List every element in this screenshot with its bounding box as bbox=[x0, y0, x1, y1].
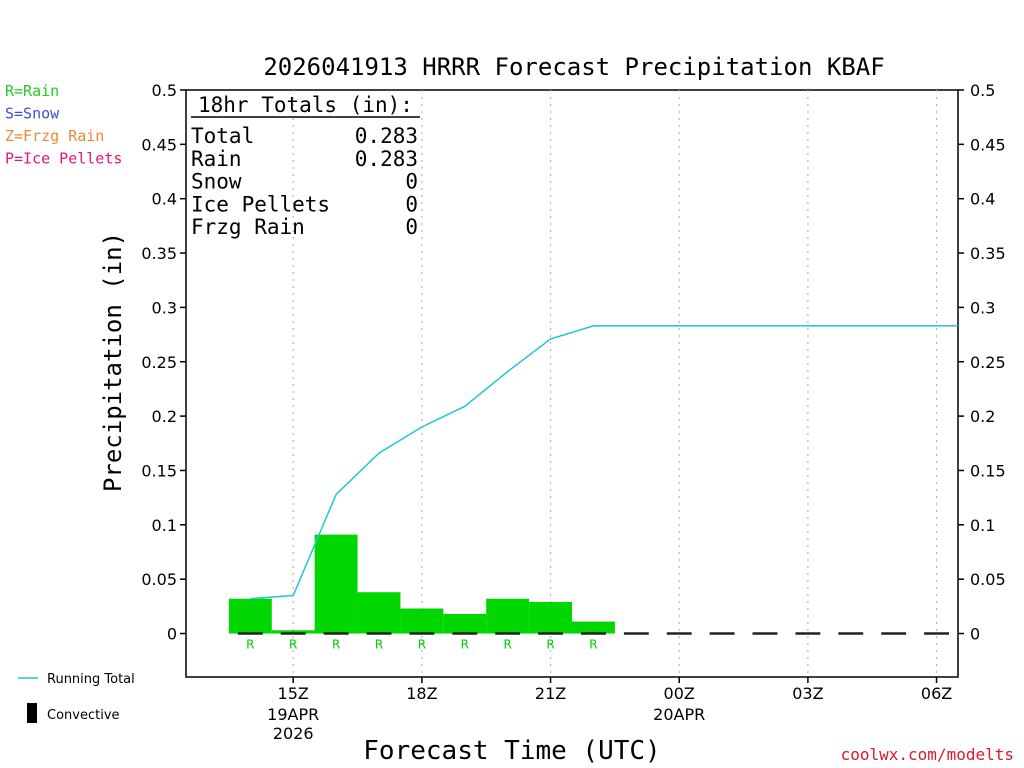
bars bbox=[228, 534, 615, 634]
rain-bar-5 bbox=[443, 613, 487, 634]
rain-bar-8 bbox=[572, 621, 615, 634]
ptype-label-3: R bbox=[375, 638, 383, 652]
totals-row-label-0: Total bbox=[191, 124, 254, 148]
totals-row-label-4: Frzg Rain bbox=[191, 215, 305, 239]
ptype-label-7: R bbox=[546, 638, 554, 652]
x-tick-date-3: 20APR bbox=[653, 705, 705, 724]
y-tick-label-right-10: 0 bbox=[970, 625, 980, 644]
totals-box: 18hr Totals (in): Total 0.283 Rain 0.283 Sno… bbox=[191, 93, 420, 239]
rain-bar-1 bbox=[271, 630, 315, 634]
y-tick-label-left-10: 0 bbox=[167, 625, 177, 644]
ptype-label-1: R bbox=[289, 638, 297, 652]
precip-type-legend-2: Z=Frzg Rain bbox=[5, 127, 104, 145]
rain-bar-0 bbox=[228, 598, 272, 634]
x-tick-label-0: 15Z bbox=[278, 684, 309, 703]
y-tick-label-left-6: 0.2 bbox=[152, 407, 177, 426]
x-axis-title: Forecast Time (UTC) bbox=[363, 736, 660, 766]
chart-title: 2026041913 HRRR Forecast Precipitation K… bbox=[263, 53, 884, 81]
ptype-label-2: R bbox=[332, 638, 340, 652]
totals-header: 18hr Totals (in): bbox=[198, 93, 413, 117]
y-tick-label-left-5: 0.25 bbox=[141, 353, 177, 372]
precip-type-legend: R=Rain S=Snow Z=Frzg Rain P=Ice Pellets bbox=[5, 82, 122, 168]
rain-bar-2 bbox=[314, 534, 358, 634]
y-tick-label-right-4: 0.3 bbox=[970, 298, 995, 317]
y-tick-label-right-5: 0.25 bbox=[970, 353, 1006, 372]
rain-bar-4 bbox=[400, 608, 444, 634]
totals-rows: Total 0.283 Rain 0.283 Snow 0 Ice Pellets 0 Frzg… bbox=[191, 124, 418, 239]
y-tick-label-right-9: 0.05 bbox=[970, 570, 1006, 589]
y-tick-label-left-2: 0.4 bbox=[152, 190, 177, 209]
totals-row-value-3: 0 bbox=[405, 192, 418, 216]
y-tick-label-left-1: 0.45 bbox=[141, 135, 177, 154]
y-tick-label-right-7: 0.15 bbox=[970, 461, 1006, 480]
convective-legend-swatch bbox=[27, 703, 37, 723]
precip-type-legend-1: S=Snow bbox=[5, 105, 60, 123]
y-tick-label-right-0: 0.5 bbox=[970, 81, 995, 100]
ptype-label-4: R bbox=[418, 638, 426, 652]
totals-row-value-0: 0.283 bbox=[355, 124, 418, 148]
x-tick-label-4: 03Z bbox=[792, 684, 823, 703]
y-tick-label-right-6: 0.2 bbox=[970, 407, 995, 426]
y-tick-label-left-0: 0.5 bbox=[152, 81, 177, 100]
y-tick-label-left-4: 0.3 bbox=[152, 298, 177, 317]
y-tick-label-right-3: 0.35 bbox=[970, 244, 1006, 263]
y-axis-right: 0.5 0.45 0.4 0.35 0.3 0.25 0.2 0.15 0.1 0.05 0 bbox=[958, 81, 1006, 644]
y-tick-label-left-3: 0.35 bbox=[141, 244, 177, 263]
y-tick-label-right-8: 0.1 bbox=[970, 516, 995, 535]
ptype-label-6: R bbox=[503, 638, 511, 652]
totals-row-value-1: 0.283 bbox=[355, 147, 418, 171]
x-tick-date-0: 19APR bbox=[267, 705, 319, 724]
totals-row-label-1: Rain bbox=[191, 147, 242, 171]
totals-row-value-2: 0 bbox=[405, 170, 418, 194]
x-tick-label-1: 18Z bbox=[406, 684, 437, 703]
running-total-legend-label: Running Total bbox=[47, 672, 135, 687]
y-axis-title: Precipitation (in) bbox=[99, 232, 127, 492]
y-axis-left: 0.5 0.45 0.4 0.35 0.3 0.25 0.2 0.15 0.1 0.05 0 bbox=[141, 81, 186, 644]
precip-type-legend-3: P=Ice Pellets bbox=[5, 150, 122, 168]
y-tick-label-left-8: 0.1 bbox=[152, 516, 177, 535]
ptype-label-0: R bbox=[246, 638, 254, 652]
running-total-line bbox=[250, 325, 958, 600]
y-tick-label-right-2: 0.4 bbox=[970, 190, 995, 209]
ptype-label-8: R bbox=[589, 638, 597, 652]
rain-bar-3 bbox=[357, 592, 401, 634]
convective-legend-label: Convective bbox=[47, 708, 120, 723]
credit-link[interactable]: coolwx.com/modelts bbox=[841, 745, 1014, 764]
x-tick-label-5: 06Z bbox=[921, 684, 952, 703]
rain-bar-6 bbox=[486, 598, 530, 634]
precip-type-legend-0: R=Rain bbox=[5, 82, 59, 100]
x-tick-label-3: 00Z bbox=[664, 684, 695, 703]
y-tick-label-right-1: 0.45 bbox=[970, 135, 1006, 154]
rain-bar-7 bbox=[529, 601, 572, 634]
gridlines bbox=[292, 90, 938, 677]
totals-row-label-2: Snow bbox=[191, 170, 242, 194]
y-tick-label-left-9: 0.05 bbox=[141, 570, 177, 589]
ptype-label-5: R bbox=[461, 638, 469, 652]
x-tick-label-2: 21Z bbox=[535, 684, 566, 703]
x-tick-year-0: 2026 bbox=[273, 724, 314, 743]
line-legend: Running Total Convective bbox=[18, 672, 135, 723]
totals-row-label-3: Ice Pellets bbox=[191, 192, 330, 216]
totals-row-value-4: 0 bbox=[405, 215, 418, 239]
plot-frame bbox=[185, 89, 959, 678]
y-tick-label-left-7: 0.15 bbox=[141, 461, 177, 480]
